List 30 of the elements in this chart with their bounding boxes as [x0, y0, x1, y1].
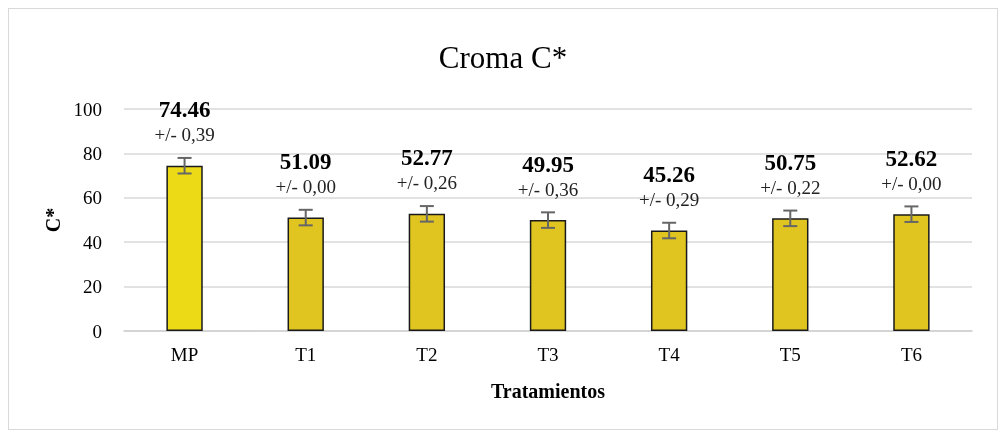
data-label: 50.75 +/- 0,22 — [760, 149, 821, 198]
data-label: 51.09 +/- 0,00 — [275, 149, 336, 198]
data-label: 74.46 +/- 0,39 — [154, 97, 215, 146]
y-tick-label: 60 — [83, 187, 102, 209]
y-tick-label: 0 — [92, 320, 102, 342]
x-tick-label: T4 — [658, 344, 681, 365]
y-tick-label: 80 — [83, 142, 102, 164]
bar — [893, 214, 930, 331]
x-tick-label: T1 — [295, 344, 317, 365]
y-tick-label: 40 — [83, 231, 102, 253]
x-tick-label: MP — [170, 344, 199, 365]
x-tick-label: T2 — [416, 344, 438, 365]
y-tick-label: 20 — [83, 276, 102, 298]
x-tick-label: T5 — [779, 344, 801, 365]
x-tick-label: T6 — [900, 344, 922, 365]
x-tick-label: T3 — [537, 344, 559, 365]
y-axis-title: C* — [41, 207, 64, 233]
data-label: 52.62 +/- 0,00 — [881, 145, 942, 194]
y-tick-label: 100 — [73, 98, 102, 120]
bar — [287, 217, 324, 331]
bar — [772, 218, 809, 331]
x-axis-title: Tratamientos — [490, 380, 606, 402]
bar — [529, 220, 567, 331]
data-label: 52.77 +/- 0,26 — [396, 145, 458, 194]
bar — [650, 230, 688, 331]
data-label: 45.26 +/- 0,29 — [638, 162, 700, 211]
bar — [408, 213, 446, 331]
bar — [166, 165, 203, 331]
data-label: 49.95 +/- 0,36 — [517, 151, 579, 200]
chart-title: Croma C* — [438, 40, 568, 75]
